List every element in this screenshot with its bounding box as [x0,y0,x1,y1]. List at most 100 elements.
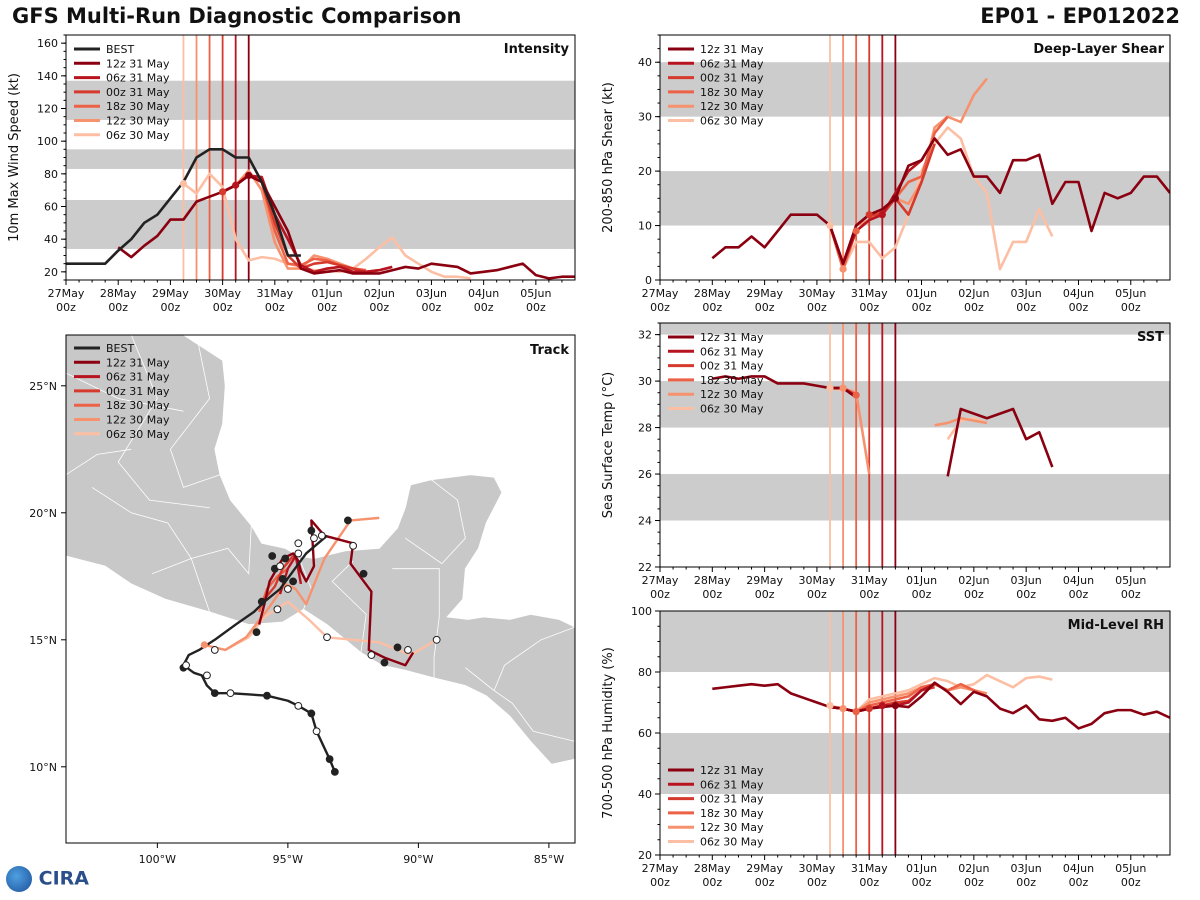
series-line [247,156,301,257]
page-title: GFS Multi-Run Diagnostic Comparison [12,4,462,28]
axes-frame [65,334,576,844]
x-tick-label: 00z [807,301,827,314]
x-tick-label: 27May [642,574,679,587]
panel-title: Deep-Layer Shear [1033,42,1164,57]
x-tick-label: 03Jun [416,287,447,300]
x-tick-label: 04Jun [1063,862,1094,875]
x-tick-label: 00z [422,301,442,314]
best-track-marker [210,646,219,654]
init-marker [891,701,899,710]
shaded-band [660,323,1170,335]
state-border [117,335,210,509]
init-marker [245,171,253,180]
best-track-marker [182,661,190,670]
y-tick-label: 140 [37,70,58,83]
x-tick-label: 00z [1121,876,1141,889]
x-tick-label: 02Jun [958,574,989,587]
init-marker [865,705,873,713]
state-border [331,560,367,653]
best-track-marker [294,539,303,548]
init-marker [232,181,240,189]
legend-label: 12z 30 May [106,414,170,427]
x-tick-label: 05Jun [520,287,551,300]
rh-panel: 2040608010027May00z28May00z29May00z30May… [601,605,1171,889]
legend-label: 06z 30 May [700,403,764,416]
best-track-marker [226,689,235,698]
x-tick-label: 00z [755,588,775,601]
y-tick-label: 10 [638,220,652,233]
x-tick-label: 03Jun [1011,862,1042,875]
x-tick-label: 00z [1069,876,1089,889]
track-line [263,555,295,600]
intensity-plot-area [66,35,575,280]
x-tick-label: 00z [1016,588,1036,601]
legend-label: 00z 31 May [106,385,170,398]
x-tick-label: 95°W [273,853,303,866]
init-marker [839,265,847,273]
best-track-marker [393,643,402,652]
series-line [222,169,354,270]
y-tick-label: 20°N [29,507,57,520]
init-marker [891,194,899,202]
x-tick-label: 00z [702,588,722,601]
x-tick-label: 00z [650,301,670,314]
init-marker [839,705,847,713]
legend-label: 06z 30 May [106,428,170,441]
series-line [828,126,1054,271]
series-line [946,407,1054,477]
init-marker [852,391,860,399]
best-track-marker [294,701,303,710]
series-line [829,673,1053,713]
y-axis-label: 700-500 hPa Humidity (%) [601,647,616,819]
legend-label: 06z 31 May [106,371,170,384]
best-track-marker [257,597,266,606]
init-marker [219,188,227,196]
legend-label: 00z 31 May [700,360,764,373]
best-track-marker [203,671,211,680]
intensity-panel: 2040608010012014016027May00z28May00z29Ma… [7,34,576,314]
x-tick-label: 00z [526,301,546,314]
y-tick-label: 100 [37,135,58,148]
x-tick-label: 85°W [534,853,564,866]
init-marker [826,221,834,230]
shaded-band [660,611,1170,672]
legend-label: 00z 31 May [700,793,764,806]
x-tick-label: 02Jun [364,287,395,300]
x-tick-label: 02Jun [958,287,989,300]
panel-title: Mid-Level RH [1068,618,1164,633]
x-tick-label: 00z [859,876,879,889]
legend-label: 06z 30 May [106,129,170,142]
y-tick-label: 25°N [29,380,57,393]
legend-label: 06z 30 May [700,836,764,849]
legend-label: 06z 31 May [106,72,170,85]
x-tick-label: 00z [807,876,827,889]
shaded-band [660,474,1170,521]
logo-text: CIRA [38,867,89,890]
legend-label: 12z 30 May [106,115,170,128]
x-tick-label: 31May [851,574,888,587]
best-track-marker [432,635,441,644]
legend-label: 18z 30 May [106,399,170,412]
legend-label: 18z 30 May [700,86,764,99]
x-tick-label: 28May [694,862,731,875]
state-border [169,335,221,488]
y-tick-label: 22 [638,561,652,574]
storm-id-label: EP01 - EP012022 [980,4,1180,28]
y-tick-label: 26 [638,468,652,481]
y-tick-label: 30 [638,111,652,124]
y-tick-label: 0 [645,274,652,287]
y-tick-label: 40 [44,233,58,246]
x-tick-label: 05Jun [1115,574,1146,587]
state-border [91,487,210,612]
legend-label: 12z 31 May [700,331,764,344]
x-tick-label: 30May [204,287,241,300]
legend-label: BEST [106,342,134,355]
best-track-marker [281,554,290,563]
cira-logo: CIRA [6,866,89,892]
legend-label: BEST [106,43,134,56]
x-tick-label: 28May [694,287,731,300]
state-border [493,690,575,742]
best-track-marker [307,709,316,718]
legend-label: 18z 30 May [106,100,170,113]
series-line [712,681,1170,730]
